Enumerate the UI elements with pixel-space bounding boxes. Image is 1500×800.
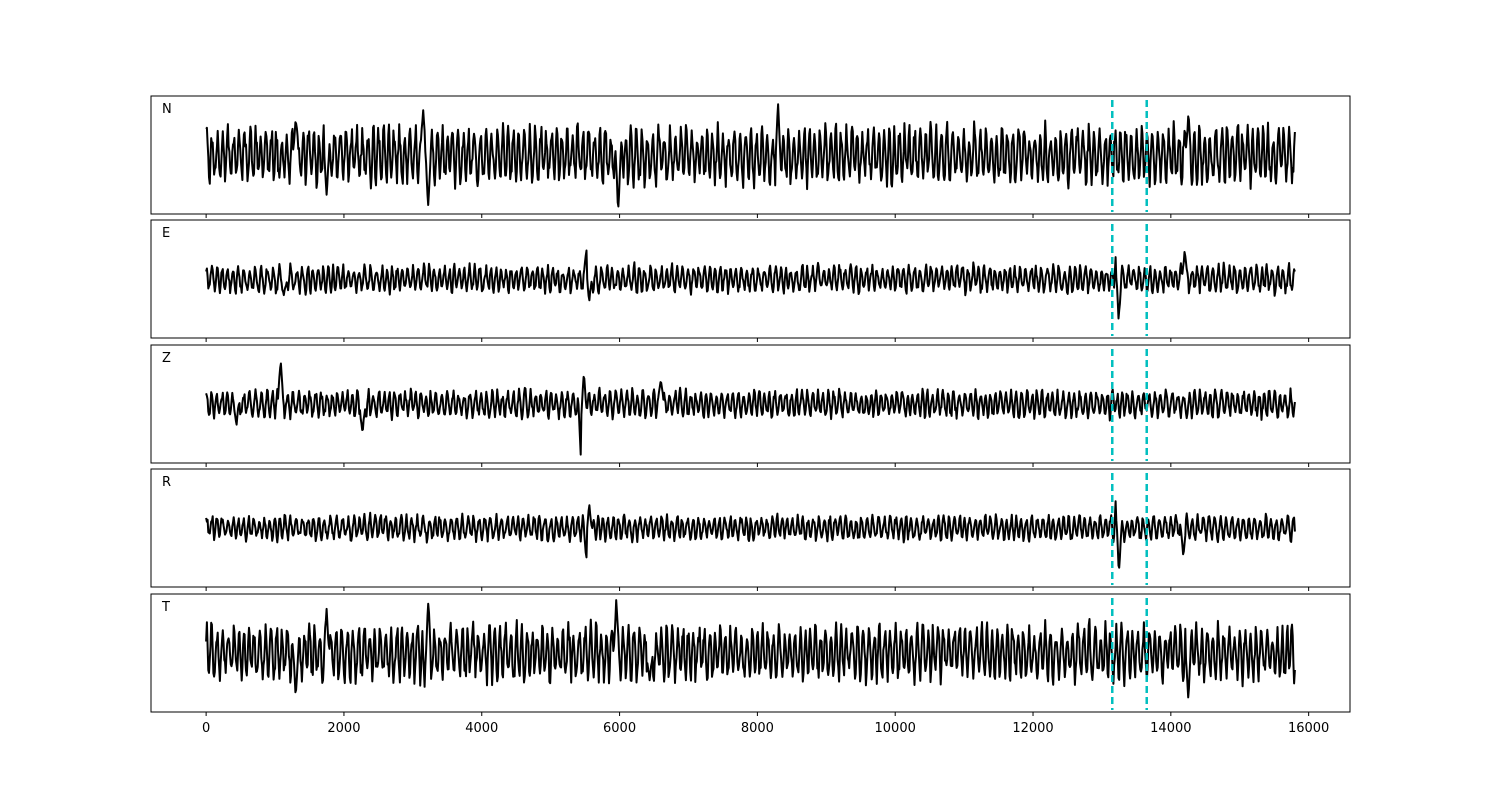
panel-label: R — [162, 475, 171, 490]
x-tick-label: 8000 — [741, 721, 774, 736]
panel-frame — [150, 593, 1351, 713]
panel-e: E — [150, 219, 1351, 342]
x-tick-label: 4000 — [465, 721, 498, 736]
panel-label: N — [162, 102, 172, 117]
x-tick-label: 12000 — [1012, 721, 1053, 736]
panel-frame — [150, 468, 1351, 588]
x-tick-label: 10000 — [875, 721, 916, 736]
trace-t — [205, 599, 1296, 699]
x-tick-label: 2000 — [327, 721, 360, 736]
panel-z: Z — [150, 344, 1351, 467]
panel-label: Z — [162, 351, 171, 366]
trace-r — [205, 500, 1296, 569]
panel-r: R — [150, 468, 1351, 591]
x-tick-label: 16000 — [1288, 721, 1329, 736]
panel-frame — [150, 344, 1351, 464]
x-tick-label: 0 — [202, 721, 210, 736]
panel-t: T — [150, 593, 1351, 716]
trace-z — [205, 362, 1296, 456]
panel-n: N — [150, 95, 1351, 218]
x-tick-label: 6000 — [603, 721, 636, 736]
panels: N E Z R T — [150, 95, 1351, 716]
trace-n — [205, 103, 1296, 208]
panel-frame — [150, 219, 1351, 339]
x-axis: 0 2000 4000 6000 8000 10000 12000 14000 16000 — [202, 721, 1329, 736]
panel-label: T — [161, 600, 170, 615]
x-tick-label: 14000 — [1150, 721, 1191, 736]
panel-label: E — [162, 226, 170, 241]
trace-e — [205, 249, 1296, 320]
panel-frame — [150, 95, 1351, 215]
